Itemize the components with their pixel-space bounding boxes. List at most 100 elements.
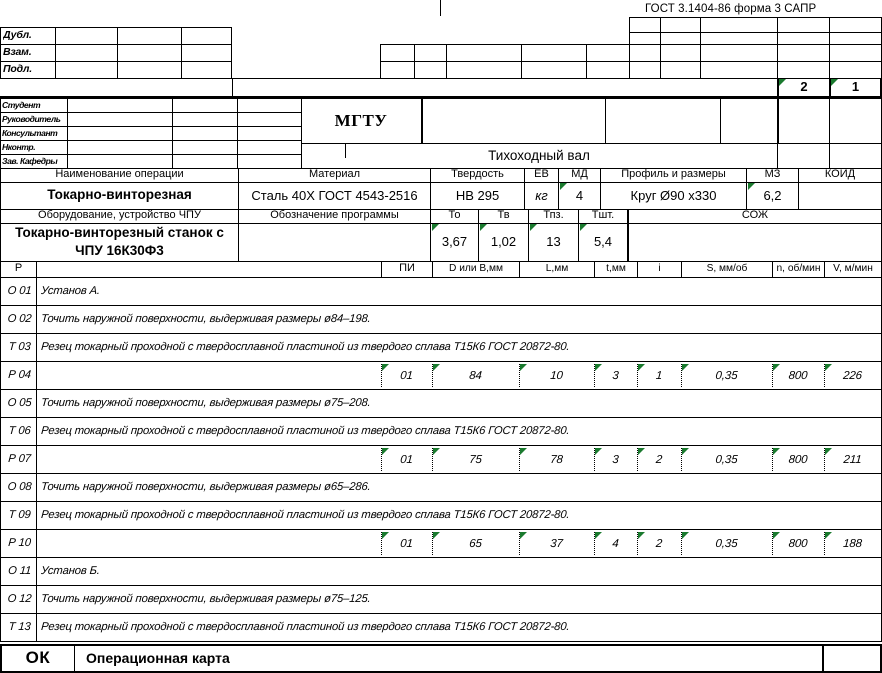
row-code-divider (36, 558, 37, 586)
value-ev: кг (535, 187, 548, 203)
col-header-r: Р (14, 262, 23, 275)
row-rule (0, 361, 882, 362)
row-border-left (0, 474, 1, 502)
filled-marker-t (595, 364, 602, 371)
row-border-left (0, 418, 1, 446)
header-mz: МЗ (764, 168, 781, 181)
filled-marker-d (433, 364, 440, 371)
row-rule (0, 473, 882, 474)
row-cell-s: 0,35 (715, 537, 738, 550)
row-border-left (0, 502, 1, 530)
row-cell-n: 800 (788, 369, 808, 382)
row-cell-i: 1 (655, 369, 663, 382)
row-step-code: Р 04 (7, 369, 32, 382)
row-cell-divider (824, 448, 825, 471)
filled-marker-l (520, 364, 527, 371)
header-program: Обозначение программы (270, 209, 399, 222)
row-cell-i: 2 (655, 453, 663, 466)
header-md: МД (571, 168, 588, 181)
filled-marker-i (638, 532, 645, 539)
row-step-code: О 01 (7, 285, 32, 298)
row-code-divider (36, 390, 37, 418)
value-material: Сталь 40Х ГОСТ 4543-2516 (251, 187, 418, 203)
row-rule (0, 557, 882, 558)
header-tpz: Тпз. (543, 209, 564, 222)
row-code-divider (36, 474, 37, 502)
row-code-divider (36, 334, 37, 362)
row-cell-t: 4 (611, 537, 620, 550)
row-code-divider (36, 502, 37, 530)
row-step-code: Т 13 (8, 621, 31, 634)
row-cell-divider (381, 448, 382, 471)
value-operation-name: Токарно-винторезная (47, 187, 192, 203)
row-cell-divider (381, 364, 382, 387)
row-cell-t: 3 (611, 369, 620, 382)
stamp-row-label-dubl: Дубл. (3, 29, 32, 42)
row-border-left (0, 614, 1, 642)
value-tsht: 5,4 (593, 234, 613, 250)
header-material: Материал (309, 168, 360, 181)
filled-marker-pi (382, 364, 389, 371)
value-tpz: 13 (546, 234, 561, 250)
row-cell-divider (432, 532, 433, 555)
filled-marker-page-total (831, 79, 838, 86)
page-current: 2 (800, 79, 808, 95)
row-cell-divider (772, 532, 773, 555)
row-description: Точить наружной поверхности, выдерживая … (40, 481, 371, 494)
row-cell-i: 2 (655, 537, 663, 550)
header-operation-name: Наименование операции (55, 168, 184, 181)
row-cell-divider (594, 532, 595, 555)
header-hardness: Твердость (451, 168, 504, 181)
row-cell-divider (637, 532, 638, 555)
row-cell-pi: 01 (399, 369, 414, 382)
value-program (239, 223, 430, 261)
row-cell-d: 84 (468, 369, 483, 382)
row-cell-v: 188 (842, 537, 863, 550)
row-cell-divider (637, 364, 638, 387)
header-equipment: Оборудование, устройство ЧПУ (38, 209, 201, 222)
row-cell-s: 0,35 (715, 453, 738, 466)
filled-marker-v (825, 448, 832, 455)
part-name: Тихоходный вал (488, 147, 590, 163)
filled-marker-i (638, 364, 645, 371)
filled-marker-tpz (530, 224, 537, 231)
row-cell-divider (432, 448, 433, 471)
filled-marker-mz (748, 183, 755, 190)
row-rule (0, 529, 882, 530)
filled-marker-md (560, 183, 567, 190)
stamp-row-label-podl: Подл. (3, 63, 32, 76)
row-cell-divider (432, 364, 433, 387)
row-code-divider (36, 586, 37, 614)
row-cell-v: 211 (843, 453, 862, 466)
row-step-code: О 11 (7, 565, 32, 578)
footer-document-code: ОК (25, 648, 51, 668)
row-cell-divider (594, 448, 595, 471)
row-cell-divider (519, 364, 520, 387)
signature-label-rukovoditel: Руководитель (2, 113, 61, 124)
row-border-left (0, 306, 1, 334)
row-cell-pi: 01 (399, 537, 414, 550)
filled-marker-pi (382, 532, 389, 539)
row-border-left (0, 334, 1, 362)
row-cell-v: 226 (842, 369, 863, 382)
filled-marker-page-current (779, 79, 786, 86)
row-description: Установ А. (40, 285, 101, 298)
col-header-n: n, об/мин (776, 262, 821, 274)
value-mz: 6,2 (763, 187, 782, 203)
gost-form-note: ГОСТ 3.1404-86 форма 3 САПР (645, 2, 817, 15)
row-rule (0, 389, 882, 390)
row-rule (0, 445, 882, 446)
col-header-l: L,мм (545, 262, 569, 274)
row-description: Точить наружной поверхности, выдерживая … (40, 593, 371, 606)
row-code-divider (36, 418, 37, 446)
filled-marker-l (520, 532, 527, 539)
row-cell-divider (519, 448, 520, 471)
page-total: 1 (851, 79, 860, 95)
row-cell-divider (772, 364, 773, 387)
signature-label-zavkafedry: Зав. Кафедры (2, 155, 58, 166)
stamp-row-label-vzam: Взам. (3, 46, 32, 59)
row-border-left (0, 390, 1, 418)
row-description: Установ Б. (40, 565, 101, 578)
header-tsht: Тшт. (591, 209, 615, 222)
